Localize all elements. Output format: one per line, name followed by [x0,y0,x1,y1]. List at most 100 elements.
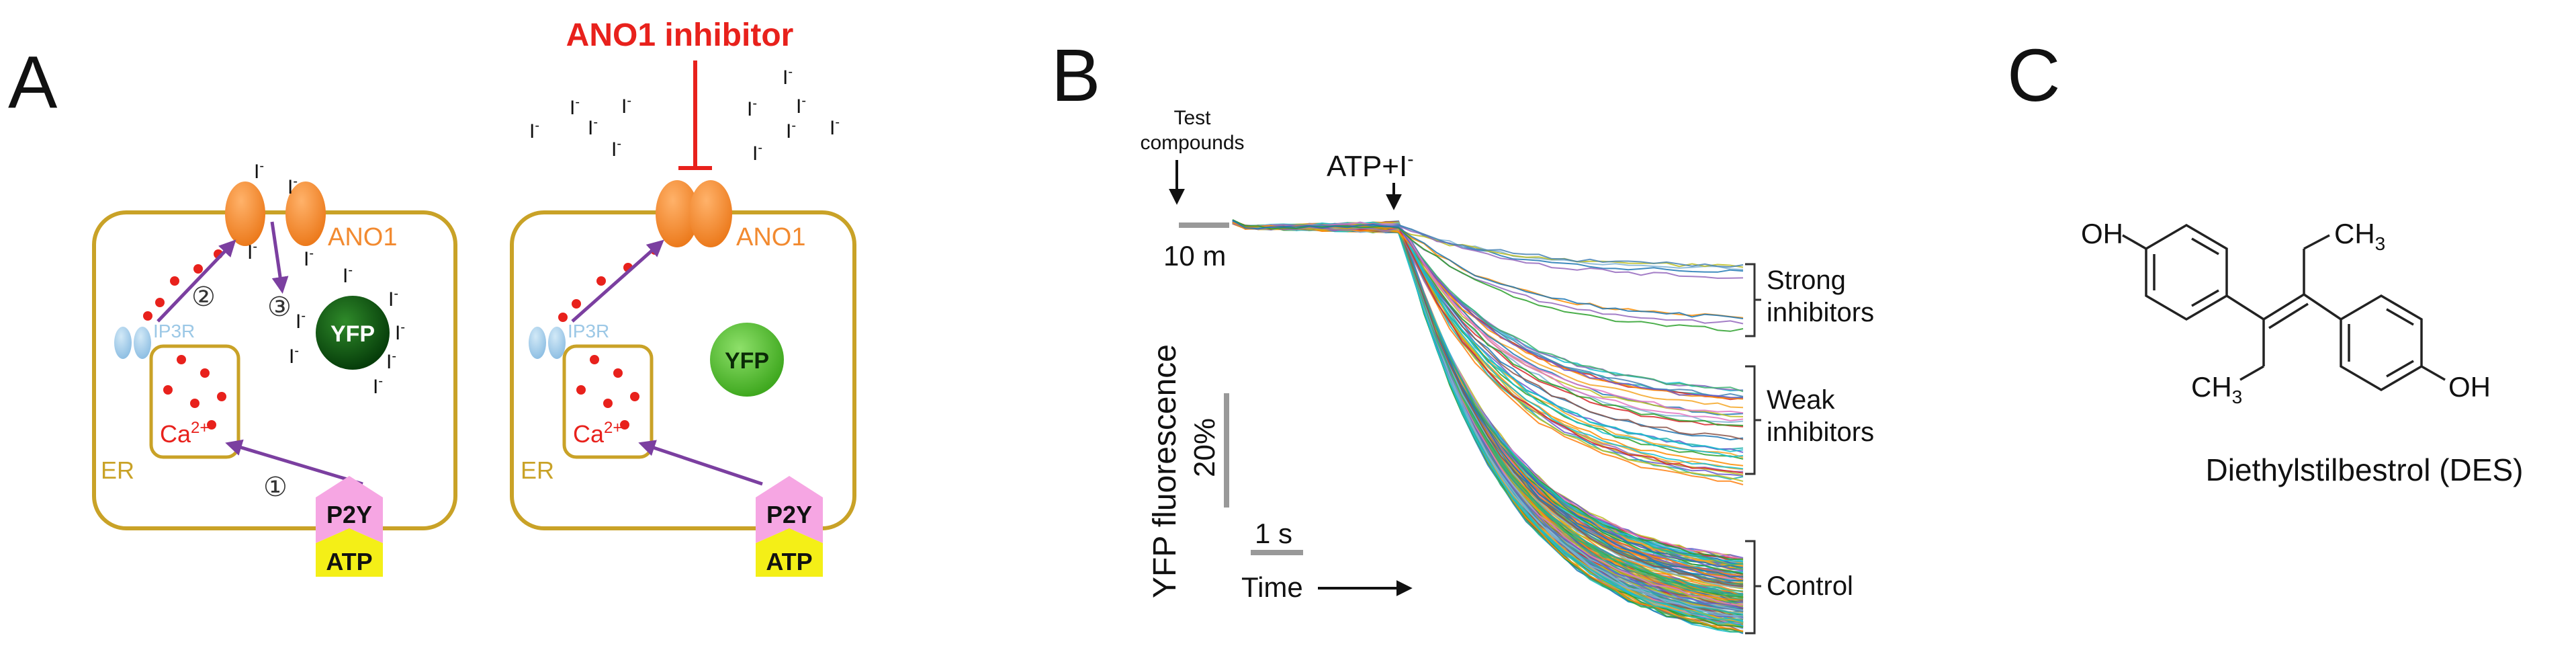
svg-text:I-: I- [287,174,298,198]
fluorescence-trace [1232,222,1744,587]
bracket-control [1745,540,1761,635]
fluorescence-trace [1232,222,1744,567]
p2y-label-right: P2Y [766,501,812,528]
fluorescence-trace [1232,220,1744,598]
atp-label-right: ATP [766,548,812,575]
scale-label-10m: 10 m [1163,240,1226,272]
ch3-bottom-label: CH3 [2191,371,2242,407]
ip3r-label-left: IP3R [153,321,195,341]
ip3r-label-right: IP3R [568,321,609,341]
inhibitor-label: ANO1 inhibitor [566,17,794,53]
p2y-receptor-left [316,476,383,543]
svg-text:I-: I- [386,349,396,373]
fluorescence-trace [1232,220,1744,589]
cell-right: ER ANO1 inhibitor ANO1 IP3R Ca2+ [510,17,856,577]
fluorescence-trace [1232,220,1744,588]
scale-label-20pct: 20% [1188,418,1221,477]
ip3r-right-a [529,327,546,359]
fluorescence-trace [1232,220,1744,582]
fluorescence-trace [1232,219,1744,325]
atp-right [756,528,823,577]
ip3r-right-b [548,327,566,359]
fluorescence-trace [1232,221,1744,567]
ano1-channel-left-b [285,181,326,246]
bond-oh-right [2421,365,2446,381]
bond-c-ring-right [2303,293,2342,321]
atp-i-label: ATP+I- [1327,149,1414,183]
svg-text:I-: I- [529,118,539,143]
fluorescence-trace [1232,221,1744,590]
y-axis-label: YFP fluorescence [1147,344,1183,598]
bond-ring-left-c [2226,294,2264,321]
svg-text:I-: I- [395,320,405,344]
fluorescence-trace [1232,219,1744,565]
ano1-label-left: ANO1 [328,223,397,251]
svg-text:I-: I- [296,309,306,333]
svg-text:I-: I- [830,115,840,139]
yfp-label-right: YFP [725,348,769,374]
p2y-label-left: P2Y [326,501,372,528]
yfp-bright [710,323,784,397]
ano1-channel-left-a [225,181,265,246]
calcium-label-right: Ca2+ [573,419,622,448]
arrow-p2y-right [638,440,763,486]
bracket-weak [1745,365,1761,475]
fluorescence-trace [1232,221,1744,585]
fluorescence-trace [1232,220,1744,585]
panel-b-letter: B [1051,34,1100,117]
fluorescence-trace [1232,221,1744,566]
label-control: Control [1767,571,1853,601]
ch3-top-label: CH3 [2334,218,2385,254]
panel-c-letter: C [2007,34,2060,117]
fluorescence-trace [1232,221,1744,575]
er-label-right: ER [521,456,554,484]
svg-text:I-: I- [304,246,314,270]
fluorescence-trace [1232,219,1744,565]
test-compounds-line1: Test [1173,107,1211,129]
double-bond-1 [2263,293,2305,321]
atp-left [316,528,383,577]
fluorescence-trace [1232,221,1744,470]
oh-right-label: OH [2448,371,2491,403]
fluorescence-trace [1232,221,1744,571]
panel-b: B Test compounds ATP+I- 10 m YFP fluores… [1051,34,1874,635]
fluorescence-trace [1232,219,1744,588]
time-label: Time [1241,571,1303,603]
benzene-ring-left [2145,223,2228,321]
double-bond-2 [2268,302,2309,329]
des-structure [2122,223,2446,392]
fluorescence-trace [1232,222,1744,563]
bond-ethyl-top-2 [2303,234,2330,250]
fluorescence-trace [1232,219,1744,599]
fluorescence-trace [1232,220,1744,577]
bracket-strong [1745,263,1761,337]
fluorescence-trace [1232,220,1744,575]
yfp-quenched [316,296,390,370]
step-3-label: ③ [267,292,292,322]
label-strong-1: Strong [1767,266,1846,295]
fluorescence-trace [1232,221,1744,581]
compound-name: Diethylstilbestrol (DES) [2206,452,2524,487]
oh-left-label: OH [2081,218,2123,249]
fluorescence-trace [1232,222,1744,569]
yfp-label-left: YFP [330,321,375,347]
svg-text:I-: I- [786,118,796,143]
label-strong-2: inhibitors [1767,298,1874,327]
ip3r-left-b [134,327,151,359]
ip3r-left-a [114,327,132,359]
ano1-channel-right-b [689,180,732,247]
benzene-ring-right [2340,294,2423,392]
er-label-left: ER [101,456,134,484]
svg-text:I-: I- [388,286,398,311]
bond-ethyl-bottom-2 [2239,365,2264,381]
fluorescence-trace [1232,219,1744,565]
fluorescence-trace [1232,222,1744,319]
svg-text:I-: I- [621,93,631,118]
label-weak-1: Weak [1767,385,1836,415]
iodide-ions-right: I- I- I- I- I- I- I- I- I- I- I- [529,65,840,165]
fluorescence-trace [1232,222,1744,581]
svg-text:I-: I- [588,115,598,139]
arrow-step3 [270,221,289,294]
fluorescence-trace [1232,222,1744,583]
